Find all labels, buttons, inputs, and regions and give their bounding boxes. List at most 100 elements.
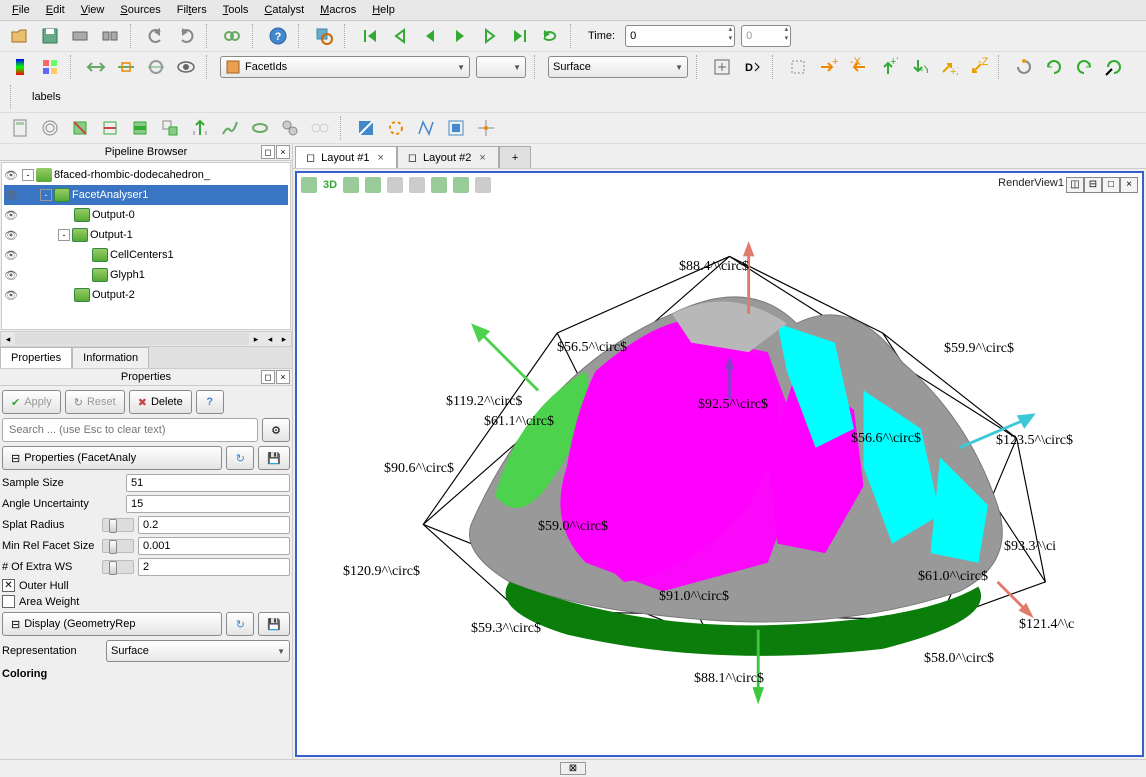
link-camera-icon[interactable]	[220, 24, 244, 48]
layout-tab-1[interactable]: ◻ Layout #1×	[295, 146, 397, 168]
warp-icon[interactable]	[248, 116, 272, 140]
open-icon[interactable]	[8, 24, 32, 48]
properties-section-button[interactable]: ⊟ Properties (FacetAnaly	[2, 446, 222, 470]
area-weight-check[interactable]	[2, 595, 15, 608]
menu-macros[interactable]: Macros	[314, 2, 362, 18]
my-icon[interactable]: -Y	[906, 55, 930, 79]
pipeline-undock-icon[interactable]: ◻	[261, 145, 275, 159]
prop-input[interactable]	[138, 537, 290, 555]
threshold-icon[interactable]	[128, 116, 152, 140]
last-frame-icon[interactable]	[508, 24, 532, 48]
rotate-cw-icon[interactable]	[1072, 55, 1096, 79]
glyph-icon[interactable]	[188, 116, 212, 140]
representation-select[interactable]: Surface	[106, 640, 290, 662]
prop-input[interactable]	[138, 558, 290, 576]
tab-properties[interactable]: Properties	[0, 347, 72, 368]
menu-edit[interactable]: Edit	[40, 2, 71, 18]
help-icon[interactable]: ?	[266, 24, 290, 48]
tree-item[interactable]: 👁- 8faced-rhombic-dodecahedron_	[4, 165, 288, 185]
spline-icon[interactable]	[414, 116, 438, 140]
visibility-icon[interactable]: 👁	[4, 289, 18, 302]
ungroup-icon[interactable]	[308, 116, 332, 140]
px-icon[interactable]: +X	[816, 55, 840, 79]
menu-view[interactable]: View	[75, 2, 111, 18]
tree-item[interactable]: 👁- Output-1	[4, 225, 288, 245]
undo-icon[interactable]	[144, 24, 168, 48]
visibility-icon[interactable]: 👁	[4, 209, 18, 222]
menu-file[interactable]: File	[6, 2, 36, 18]
play-reverse-icon[interactable]	[418, 24, 442, 48]
play-icon[interactable]	[448, 24, 472, 48]
search-input[interactable]	[2, 418, 258, 442]
find-data-icon[interactable]	[312, 24, 336, 48]
rescale-custom-icon[interactable]	[114, 55, 138, 79]
properties-undock-icon[interactable]: ◻	[261, 370, 275, 384]
view-icon5[interactable]	[409, 177, 425, 193]
rotate-ccw-icon[interactable]	[1042, 55, 1066, 79]
menu-help[interactable]: Help	[366, 2, 401, 18]
connect-icon[interactable]	[68, 24, 92, 48]
pz-icon[interactable]: +Z	[936, 55, 960, 79]
display-reload-icon[interactable]: ↻	[226, 612, 254, 636]
layout-tab-2[interactable]: ◻ Layout #2×	[397, 146, 499, 168]
delete-button[interactable]: ✖Delete	[129, 390, 192, 414]
zoom-to-box-icon[interactable]	[710, 55, 734, 79]
tree-item[interactable]: 👁 Output-0	[4, 205, 288, 225]
split-v-icon[interactable]: ⊟	[1084, 177, 1102, 193]
pipeline-close-icon[interactable]: ×	[276, 145, 290, 159]
representation-combo[interactable]: Surface	[548, 56, 688, 78]
regions-icon[interactable]	[38, 55, 62, 79]
tree-hscroll[interactable]: ◂▸◂▸	[0, 331, 292, 347]
prop-input[interactable]	[138, 516, 290, 534]
contour-icon[interactable]	[38, 116, 62, 140]
calculator-icon[interactable]	[8, 116, 32, 140]
view-icon4[interactable]	[387, 177, 403, 193]
menu-sources[interactable]: Sources	[114, 2, 166, 18]
prev-frame-icon[interactable]	[388, 24, 412, 48]
properties-save-icon[interactable]: 💾	[258, 446, 290, 470]
view-icon7[interactable]	[453, 177, 469, 193]
view-icon2[interactable]	[343, 177, 359, 193]
time-index-input[interactable]: 0	[741, 25, 791, 47]
tree-item[interactable]: 👁 Glyph1	[4, 265, 288, 285]
mx-icon[interactable]: -X	[846, 55, 870, 79]
visibility-icon[interactable]: 👁	[4, 169, 18, 182]
save-icon[interactable]	[38, 24, 62, 48]
properties-reload-icon[interactable]: ↻	[226, 446, 254, 470]
slice-icon[interactable]	[98, 116, 122, 140]
close-tab2-icon[interactable]: ×	[477, 152, 487, 164]
component-combo[interactable]	[476, 56, 526, 78]
tree-item[interactable]: 👁 Output-2	[4, 285, 288, 305]
close-tab1-icon[interactable]: ×	[375, 152, 385, 164]
pipeline-tree[interactable]: 👁- 8faced-rhombic-dodecahedron_👁- FacetA…	[1, 162, 291, 330]
expand-icon[interactable]: -	[58, 229, 70, 241]
selection-icon[interactable]	[786, 55, 810, 79]
close-view-icon[interactable]: ×	[1120, 177, 1138, 193]
display-section-button[interactable]: ⊟ Display (GeometryRep	[2, 612, 222, 636]
menu-filters[interactable]: Filters	[171, 2, 213, 18]
render-view[interactable]: 3D RenderView1 ◫ ⊟ □ ×	[295, 171, 1144, 757]
menu-catalyst[interactable]: Catalyst	[258, 2, 310, 18]
maximize-icon[interactable]: □	[1102, 177, 1120, 193]
view-icon6[interactable]	[431, 177, 447, 193]
menu-tools[interactable]: Tools	[217, 2, 255, 18]
visibility-icon[interactable]: 👁	[4, 229, 18, 242]
redo-icon[interactable]	[174, 24, 198, 48]
prop-slider[interactable]	[102, 518, 134, 532]
visibility-icon[interactable]: 👁	[4, 189, 18, 202]
prop-input[interactable]	[126, 474, 290, 492]
visibility-icon[interactable]: 👁	[4, 269, 18, 282]
zoom-to-data-icon[interactable]	[1102, 55, 1126, 79]
prop-slider[interactable]	[102, 539, 134, 553]
stream-icon[interactable]	[218, 116, 242, 140]
time-value-input[interactable]: 0	[625, 25, 735, 47]
visibility-icon[interactable]: 👁	[4, 249, 18, 262]
reset-camera-icon[interactable]: D	[740, 55, 764, 79]
split-h-icon[interactable]: ◫	[1066, 177, 1084, 193]
view-icon8[interactable]	[475, 177, 491, 193]
mz-icon[interactable]: -Z	[966, 55, 990, 79]
add-layout-button[interactable]: +	[499, 146, 531, 168]
view-icon1[interactable]	[301, 177, 317, 193]
disconnect-icon[interactable]	[98, 24, 122, 48]
color-map-icon[interactable]	[8, 55, 32, 79]
